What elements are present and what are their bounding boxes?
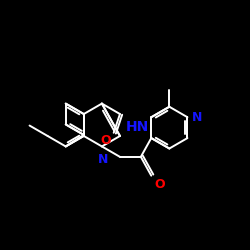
Text: O: O [100, 134, 111, 147]
Text: N: N [98, 153, 108, 166]
Text: N: N [192, 111, 202, 124]
Text: O: O [154, 178, 165, 192]
Text: HN: HN [125, 120, 148, 134]
